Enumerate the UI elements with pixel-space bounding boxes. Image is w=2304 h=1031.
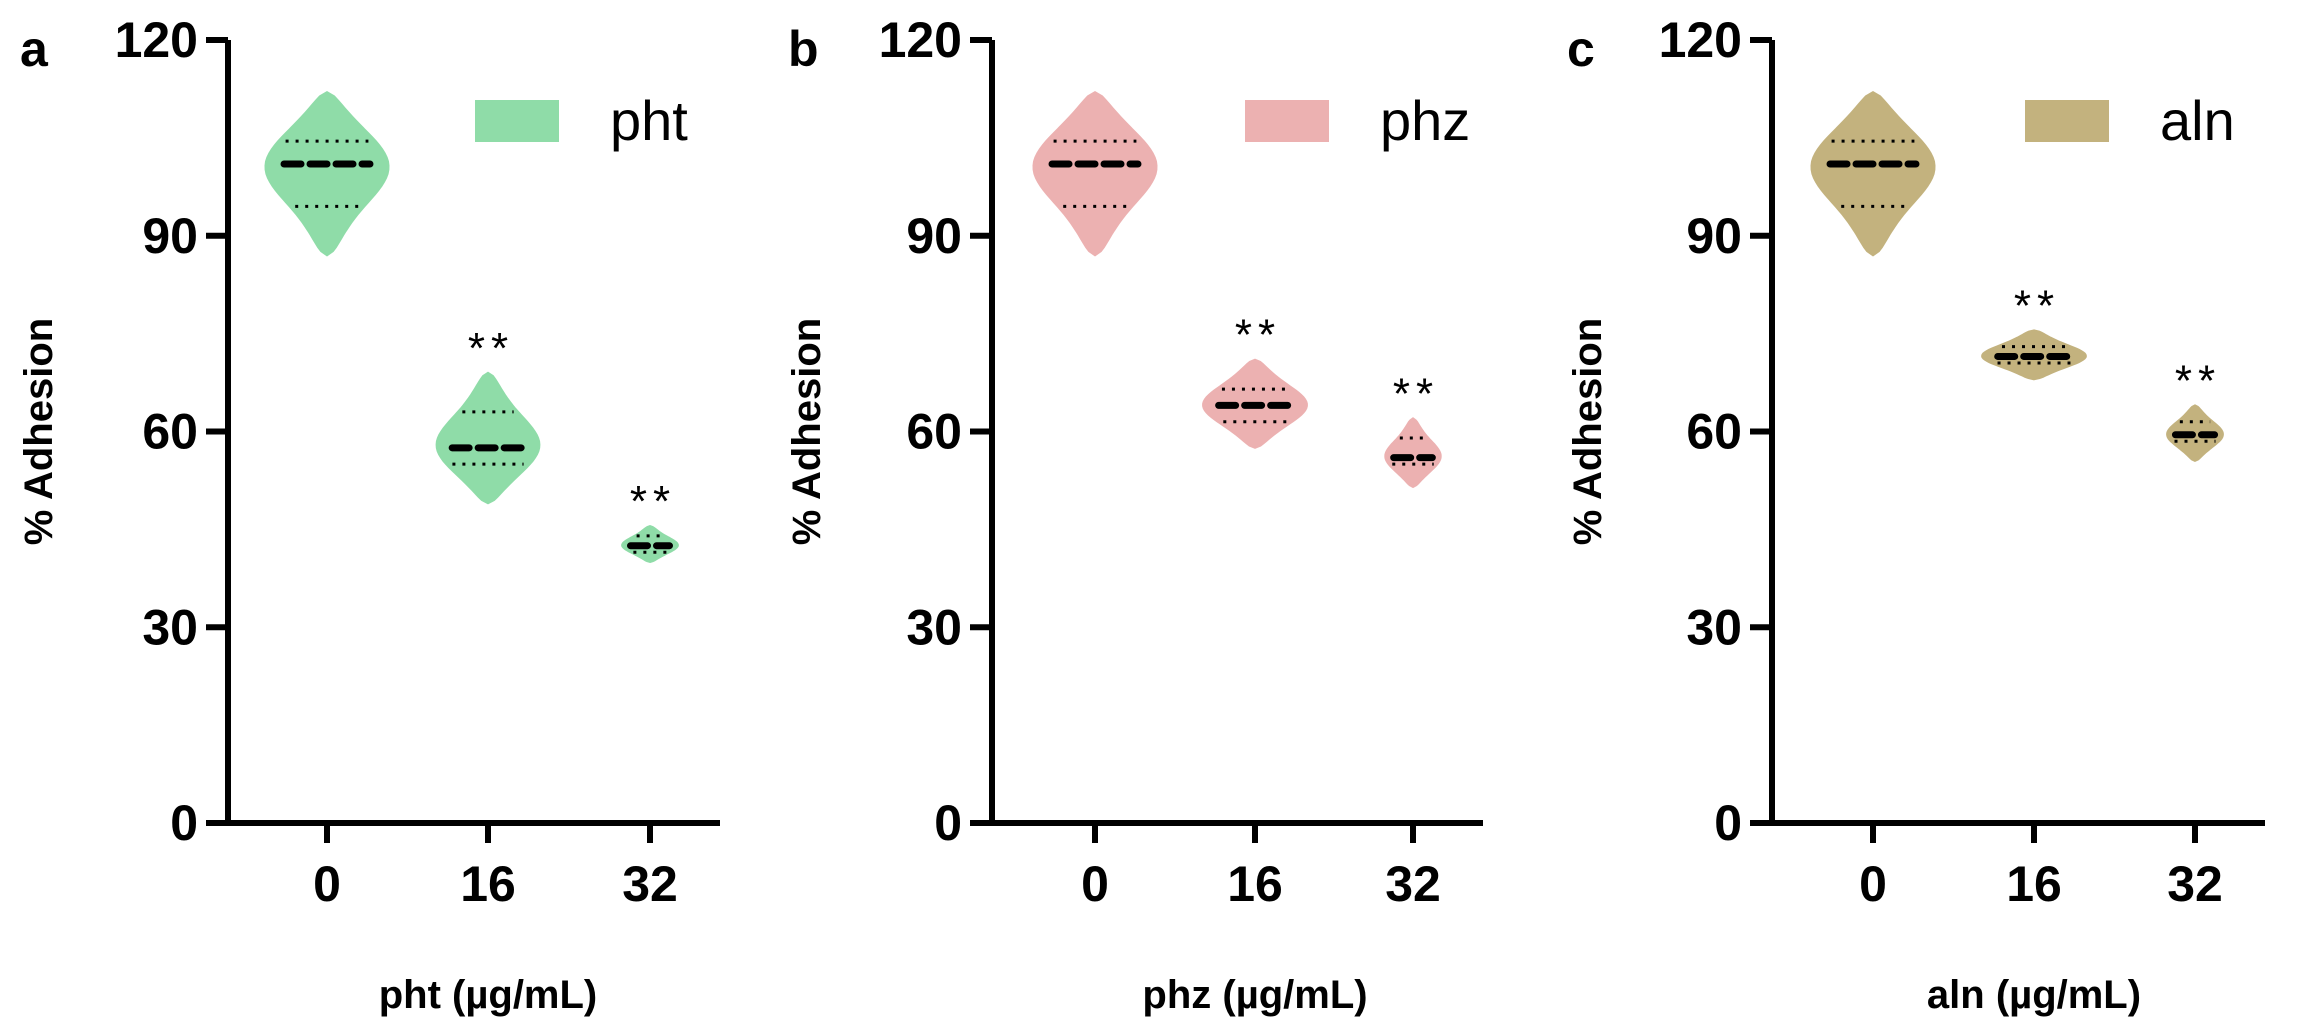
y-tick-label: 90 — [1686, 208, 1742, 264]
x-tick-label: 16 — [460, 856, 516, 912]
legend-swatch — [1245, 100, 1329, 142]
panel-b: b 0 30 60 90 120 0 16 32 % Adhesion phz (µg/mL) phz… — [785, 12, 1483, 1017]
panel-a: a 0 30 60 90 120 0 16 32 % Adhesion pht (µg/mL) pht… — [17, 12, 720, 1017]
y-tick-label: 30 — [1686, 599, 1742, 655]
panel-letter: a — [20, 21, 49, 77]
legend-label: phz — [1380, 89, 1470, 152]
y-tick-label: 0 — [934, 795, 962, 851]
x-axis-label: pht (µg/mL) — [379, 973, 598, 1017]
panel-letter: c — [1567, 21, 1595, 77]
y-tick-label: 60 — [142, 404, 198, 460]
y-tick-label: 0 — [170, 795, 198, 851]
x-axis-label: phz (µg/mL) — [1142, 973, 1367, 1017]
panel-letter: b — [788, 21, 819, 77]
legend-label: pht — [610, 89, 688, 152]
y-tick-label: 120 — [1659, 12, 1742, 68]
violin-0 — [264, 91, 390, 257]
significance-marker: ** — [2014, 281, 2060, 330]
significance-marker: ** — [630, 477, 676, 526]
significance-marker: ** — [2175, 356, 2221, 405]
y-axis-label: % Adhesion — [17, 318, 61, 545]
y-axis-label: % Adhesion — [1566, 318, 1610, 545]
x-tick-label: 0 — [1859, 856, 1887, 912]
significance-marker: ** — [1393, 369, 1439, 418]
legend-swatch — [475, 100, 559, 142]
violin-16 — [435, 371, 541, 505]
y-tick-label: 120 — [879, 12, 962, 68]
x-tick-label: 32 — [2167, 856, 2223, 912]
x-tick-label: 0 — [1081, 856, 1109, 912]
y-tick-label: 30 — [906, 599, 962, 655]
x-tick-label: 16 — [2006, 856, 2062, 912]
legend-swatch — [2025, 100, 2109, 142]
y-tick-label: 30 — [142, 599, 198, 655]
significance-marker: ** — [468, 324, 514, 373]
y-tick-label: 90 — [142, 208, 198, 264]
y-tick-label: 0 — [1714, 795, 1742, 851]
significance-marker: ** — [1235, 311, 1281, 360]
y-tick-label: 60 — [906, 404, 962, 460]
x-tick-label: 32 — [622, 856, 678, 912]
y-tick-label: 60 — [1686, 404, 1742, 460]
panel-c: c 0 30 60 90 120 0 16 32 % Adhesion aln (µg/mL) aln… — [1566, 12, 2265, 1017]
x-tick-label: 32 — [1385, 856, 1441, 912]
x-axis-label: aln (µg/mL) — [1927, 973, 2141, 1017]
violin-32 — [1384, 417, 1442, 489]
x-tick-label: 0 — [313, 856, 341, 912]
x-tick-label: 16 — [1227, 856, 1283, 912]
legend-label: aln — [2160, 89, 2235, 152]
y-axis-label: % Adhesion — [785, 318, 829, 545]
y-tick-label: 120 — [115, 12, 198, 68]
violin-0 — [1032, 91, 1158, 257]
y-tick-label: 90 — [906, 208, 962, 264]
violin-0 — [1810, 91, 1936, 257]
